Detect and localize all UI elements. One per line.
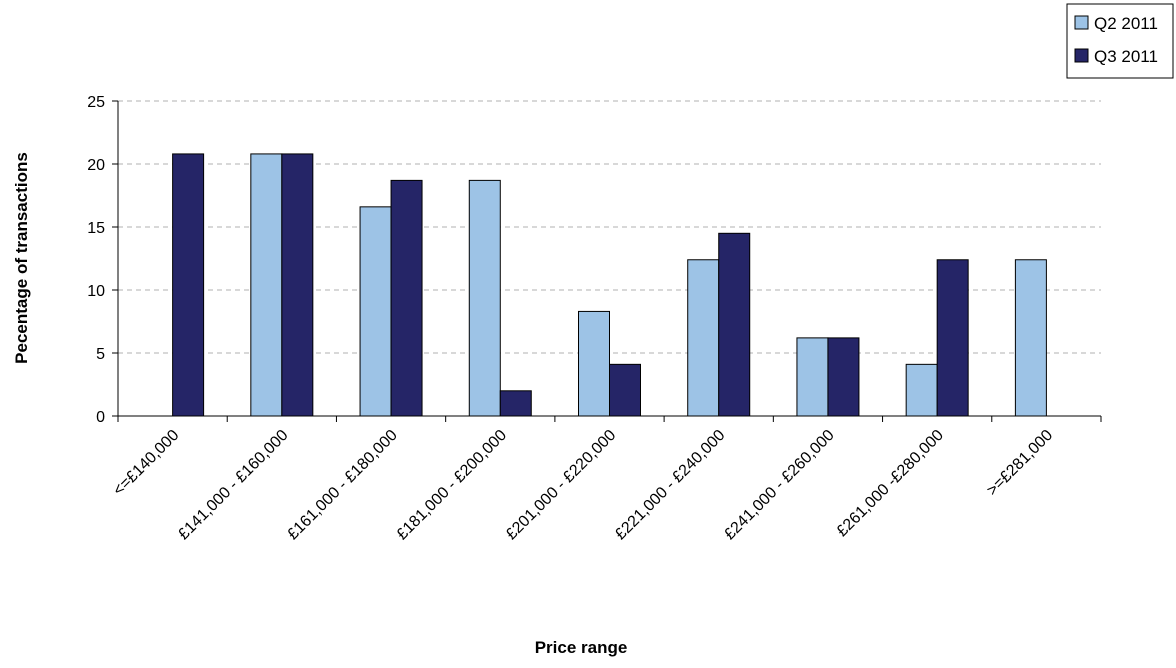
bar-q3-2011-1 bbox=[281, 153, 314, 417]
legend-label: Q3 2011 bbox=[1094, 47, 1158, 66]
bar-q3-2011-0 bbox=[172, 153, 205, 417]
bar-q3-2011-5 bbox=[718, 232, 751, 417]
bar-q3-2011-6 bbox=[827, 337, 860, 417]
y-tick-label: 0 bbox=[96, 409, 105, 426]
bar-q2-2011-3 bbox=[468, 179, 501, 417]
y-tick-label: 25 bbox=[87, 94, 105, 111]
x-tick-labels: <=£140,000£141,000 - £160,000£161,000 - … bbox=[110, 416, 1102, 544]
x-tick-label: £161,000 - £180,000 bbox=[284, 427, 401, 544]
legend-label: Q2 2011 bbox=[1094, 14, 1158, 33]
y-axis-title: Pecentage of transactions bbox=[12, 152, 31, 364]
x-tick-label: £241,000 - £260,000 bbox=[721, 427, 838, 544]
bar-q3-2011-4 bbox=[609, 363, 641, 417]
bar-q3-2011-2 bbox=[390, 179, 423, 417]
bar-q2-2011-4 bbox=[578, 310, 610, 417]
x-tick-label: <=£140,000 bbox=[110, 427, 182, 499]
y-tick-labels: 0 5 10 15 20 25 bbox=[87, 94, 118, 426]
bar-q2-2011-6 bbox=[796, 337, 829, 417]
bar-q2-2011-5 bbox=[687, 259, 720, 417]
x-tick-label: £221,000 - £240,000 bbox=[612, 427, 729, 544]
bar-q2-2011-2 bbox=[359, 206, 392, 417]
y-tick-label: 20 bbox=[87, 157, 105, 174]
x-tick-label: £181,000 - £200,000 bbox=[394, 427, 511, 544]
bar-q3-2011-7 bbox=[936, 259, 969, 417]
x-tick-label: £201,000 - £220,000 bbox=[503, 427, 620, 544]
y-tick-label: 10 bbox=[87, 283, 105, 300]
bar-q2-2011-8 bbox=[1014, 259, 1047, 417]
y-tick-label: 15 bbox=[87, 220, 105, 237]
bar-q3-2011-3 bbox=[499, 390, 532, 417]
bar-q2-2011-1 bbox=[250, 153, 283, 417]
bars bbox=[172, 153, 1047, 417]
legend: Q2 2011 Q3 2011 bbox=[1066, 3, 1174, 79]
legend-swatch bbox=[1074, 15, 1089, 30]
bar-q2-2011-7 bbox=[905, 363, 938, 417]
x-tick-label: £261,000 -£280,000 bbox=[834, 427, 947, 540]
axes bbox=[117, 101, 1101, 417]
y-tick-label: 5 bbox=[96, 346, 105, 363]
x-tick-label: £141,000 - £160,000 bbox=[175, 427, 292, 544]
x-tick-label: >=£281,000 bbox=[984, 427, 1056, 499]
x-axis-title: Price range bbox=[535, 638, 628, 657]
legend-swatch bbox=[1074, 48, 1089, 63]
